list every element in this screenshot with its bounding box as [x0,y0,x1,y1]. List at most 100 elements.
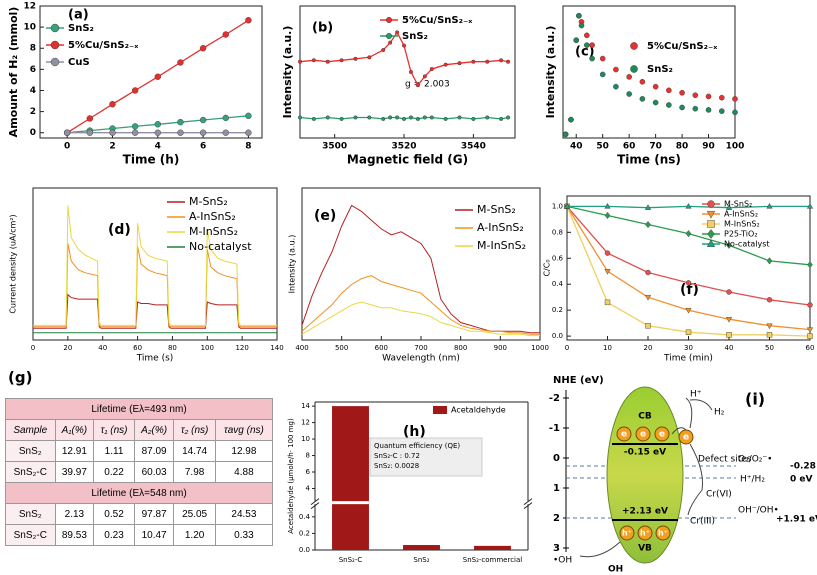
table-cell: 10.47 [133,524,175,546]
level-couple: H⁺/H₂ [740,475,765,485]
table-row: Lifetime (Eλ=493 nm) [5,398,273,420]
y-tick-label: 4 [30,86,36,96]
y-tick-label: 2 [30,107,36,117]
legend-marker [630,65,638,73]
marker [311,116,316,121]
marker [639,96,646,102]
y-tick-label: 8 [30,44,36,54]
marker [154,121,161,128]
marker [325,59,330,64]
bar [403,545,440,550]
marker [589,55,595,62]
marker [408,115,413,120]
marker [222,129,229,136]
electron [616,426,632,442]
cb-potential: -0.15 eV [624,448,666,458]
marker [485,115,490,120]
marker [86,115,94,122]
series-line [33,293,277,329]
table-cell: SnS₂ [5,440,56,462]
marker [685,202,692,209]
marker [562,131,569,138]
legend-marker [706,239,716,248]
marker [644,204,652,210]
x-tick-label: 800 [454,344,467,352]
marker [599,71,606,78]
table-cell: 0.23 [93,524,135,546]
marker [443,116,448,121]
hole [619,525,635,541]
x-tick-label: 3500 [322,142,347,152]
marker [666,102,672,108]
legend-label: M-SnS₂ [189,195,228,208]
legend-marker [50,23,60,33]
species: H₂ [714,408,725,418]
y-tick-label: 0.2 [299,529,310,537]
x-tick-label: 80 [676,142,689,152]
species: Cr(VI) [706,490,732,500]
marker [725,204,733,210]
x-tick-label: 500 [335,344,348,352]
x-tick-label: 0 [31,344,35,352]
electron-label: e [683,433,689,443]
marker [692,92,699,99]
marker [339,116,344,121]
y-tick-label: 0.2 [552,306,563,314]
table-cell: 12.98 [214,440,274,462]
x-tick-label: 6 [200,142,206,152]
table-row: SnS₂-C 89.53 0.23 10.47 1.20 0.33 [5,524,274,546]
legend-label: M-SnS₂ [724,200,752,209]
marker [131,123,139,130]
legend-marker [630,42,638,50]
marker [705,107,712,113]
marker [584,42,590,48]
marker [652,99,659,106]
plot-frame [566,195,811,341]
electron [654,426,670,442]
y-axis-label: Intensity (a.u.) [281,26,294,119]
x-tick-label: 400 [295,344,308,352]
x-axis-label: Time (h) [123,153,180,167]
marker [766,323,773,330]
marker [471,59,476,64]
marker [685,230,692,238]
legend-label: 5%Cu/SnS₂₋ₓ [647,41,718,52]
panel-label: (e) [314,208,336,224]
x-tick-label: 700 [414,344,427,352]
arrow [579,541,621,558]
vb-potential: +2.13 eV [622,507,668,517]
panel-label: (h) [403,424,426,440]
marker [381,48,386,53]
legend-label: M-InSnS₂ [724,220,760,229]
x-tick-label: 80 [168,344,177,352]
x-tick-label: 3520 [392,142,417,152]
marker [644,294,652,301]
marker [245,112,252,120]
table-cell: 89.53 [54,524,95,546]
x-tick-label: 3540 [461,142,486,152]
x-tick-label: 600 [375,344,388,352]
table-cell: Sample [5,419,56,441]
axis-tick-label: 0 [553,453,560,464]
y-axis-label: Intensity (a.u.) [544,26,557,119]
hole-label: h⁺ [658,529,668,538]
marker [578,22,585,29]
marker [154,73,161,80]
level-couple: OH⁻/OH• [738,506,779,516]
table-cell: A₂(%) [133,419,175,441]
legend-label: 5%Cu/SnS₂₋ₓ [402,15,473,26]
series-line [33,243,277,328]
marker [86,129,94,136]
marker [499,58,504,63]
marker [506,115,511,120]
marker [457,61,462,66]
x-tick-label: 900 [494,344,507,352]
marker [692,105,699,112]
table-cell: 24.53 [214,503,274,525]
marker [732,109,738,116]
marker [395,115,400,120]
hole-label: h⁺ [622,529,632,538]
marker [415,83,420,88]
marker [177,59,184,66]
